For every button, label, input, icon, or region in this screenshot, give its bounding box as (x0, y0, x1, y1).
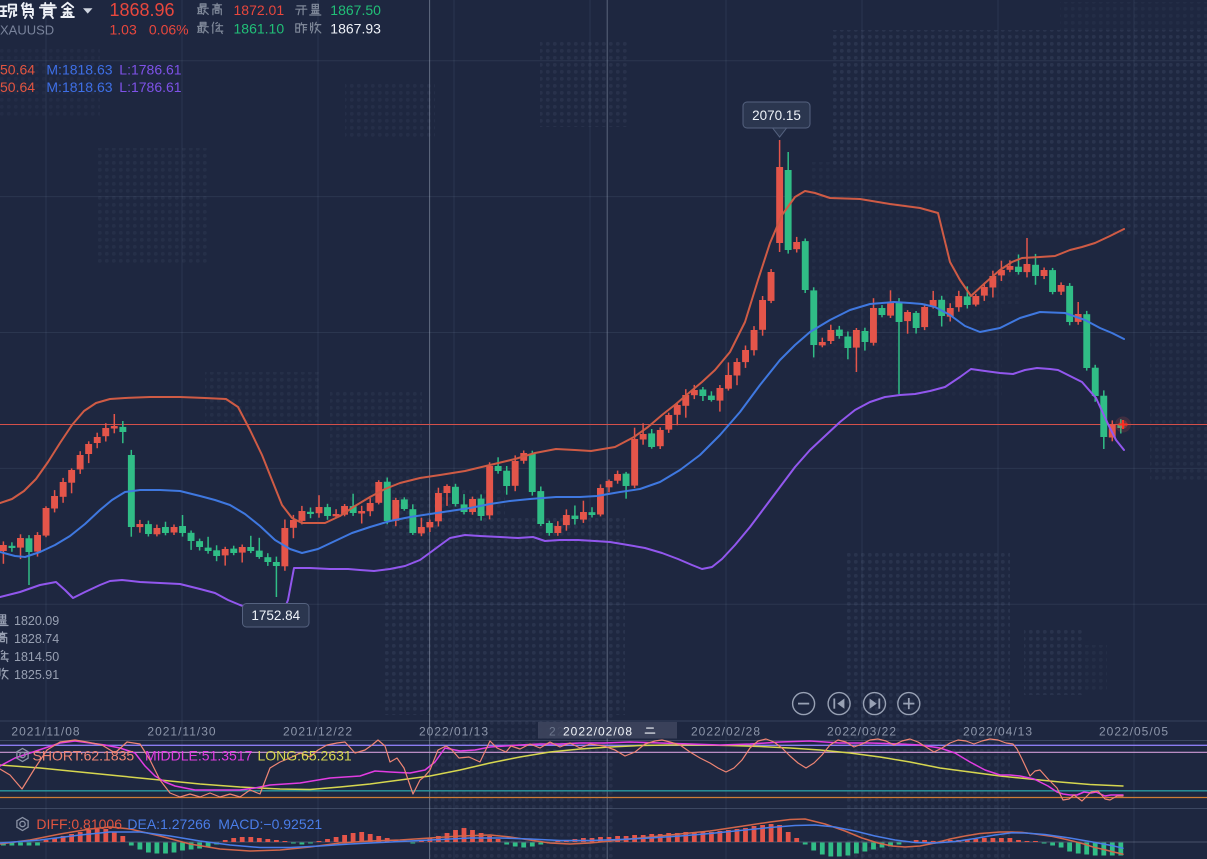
svg-text:1752.84: 1752.84 (251, 608, 300, 623)
svg-text:LONG:65.2631: LONG:65.2631 (258, 748, 352, 764)
svg-text:DIFF:0.81006: DIFF:0.81006 (36, 816, 122, 832)
svg-text:M:1818.63: M:1818.63 (46, 62, 112, 78)
svg-text:XAUUSD: XAUUSD (0, 23, 54, 38)
svg-text:1814.50: 1814.50 (14, 650, 59, 664)
svg-text:2021/11/08: 2021/11/08 (11, 725, 80, 739)
svg-text:2022/03/22: 2022/03/22 (827, 725, 897, 739)
svg-text:DEA:1.27266: DEA:1.27266 (127, 816, 210, 832)
svg-text:MACD:−0.92521: MACD:−0.92521 (218, 816, 322, 832)
svg-text:50.64: 50.64 (0, 79, 35, 95)
svg-text:1825.91: 1825.91 (14, 668, 59, 682)
svg-text:2021/11/30: 2021/11/30 (147, 725, 216, 739)
svg-text:2070.15: 2070.15 (752, 108, 801, 123)
svg-text:L:1786.61: L:1786.61 (119, 79, 181, 95)
svg-text:50.64: 50.64 (0, 62, 35, 78)
svg-text:2022/04/13: 2022/04/13 (963, 725, 1033, 739)
svg-text:1828.74: 1828.74 (14, 632, 59, 646)
svg-text:L:1786.61: L:1786.61 (119, 62, 181, 78)
svg-text:2022/01/13: 2022/01/13 (419, 725, 489, 739)
svg-text:MIDDLE:51.3517: MIDDLE:51.3517 (145, 748, 253, 764)
svg-text:2021/12/22: 2021/12/22 (283, 725, 353, 739)
svg-text:1867.50: 1867.50 (330, 2, 381, 18)
svg-text:1867.93: 1867.93 (330, 21, 381, 37)
svg-text:2022/02/08: 2022/02/08 (563, 725, 633, 739)
svg-text:1820.09: 1820.09 (14, 614, 59, 628)
svg-text:2022/02/28: 2022/02/28 (691, 725, 761, 739)
svg-text:2: 2 (549, 725, 556, 739)
svg-text:SHORT:62.1835: SHORT:62.1835 (33, 748, 135, 764)
svg-text:0.06%: 0.06% (149, 22, 189, 38)
svg-text:1861.10: 1861.10 (234, 21, 285, 37)
svg-text:M:1818.63: M:1818.63 (46, 79, 112, 95)
svg-text:1868.96: 1868.96 (110, 0, 175, 20)
svg-text:1872.01: 1872.01 (234, 2, 285, 18)
svg-text:1.03: 1.03 (110, 22, 137, 38)
svg-text:2022/05/05: 2022/05/05 (1099, 725, 1169, 739)
